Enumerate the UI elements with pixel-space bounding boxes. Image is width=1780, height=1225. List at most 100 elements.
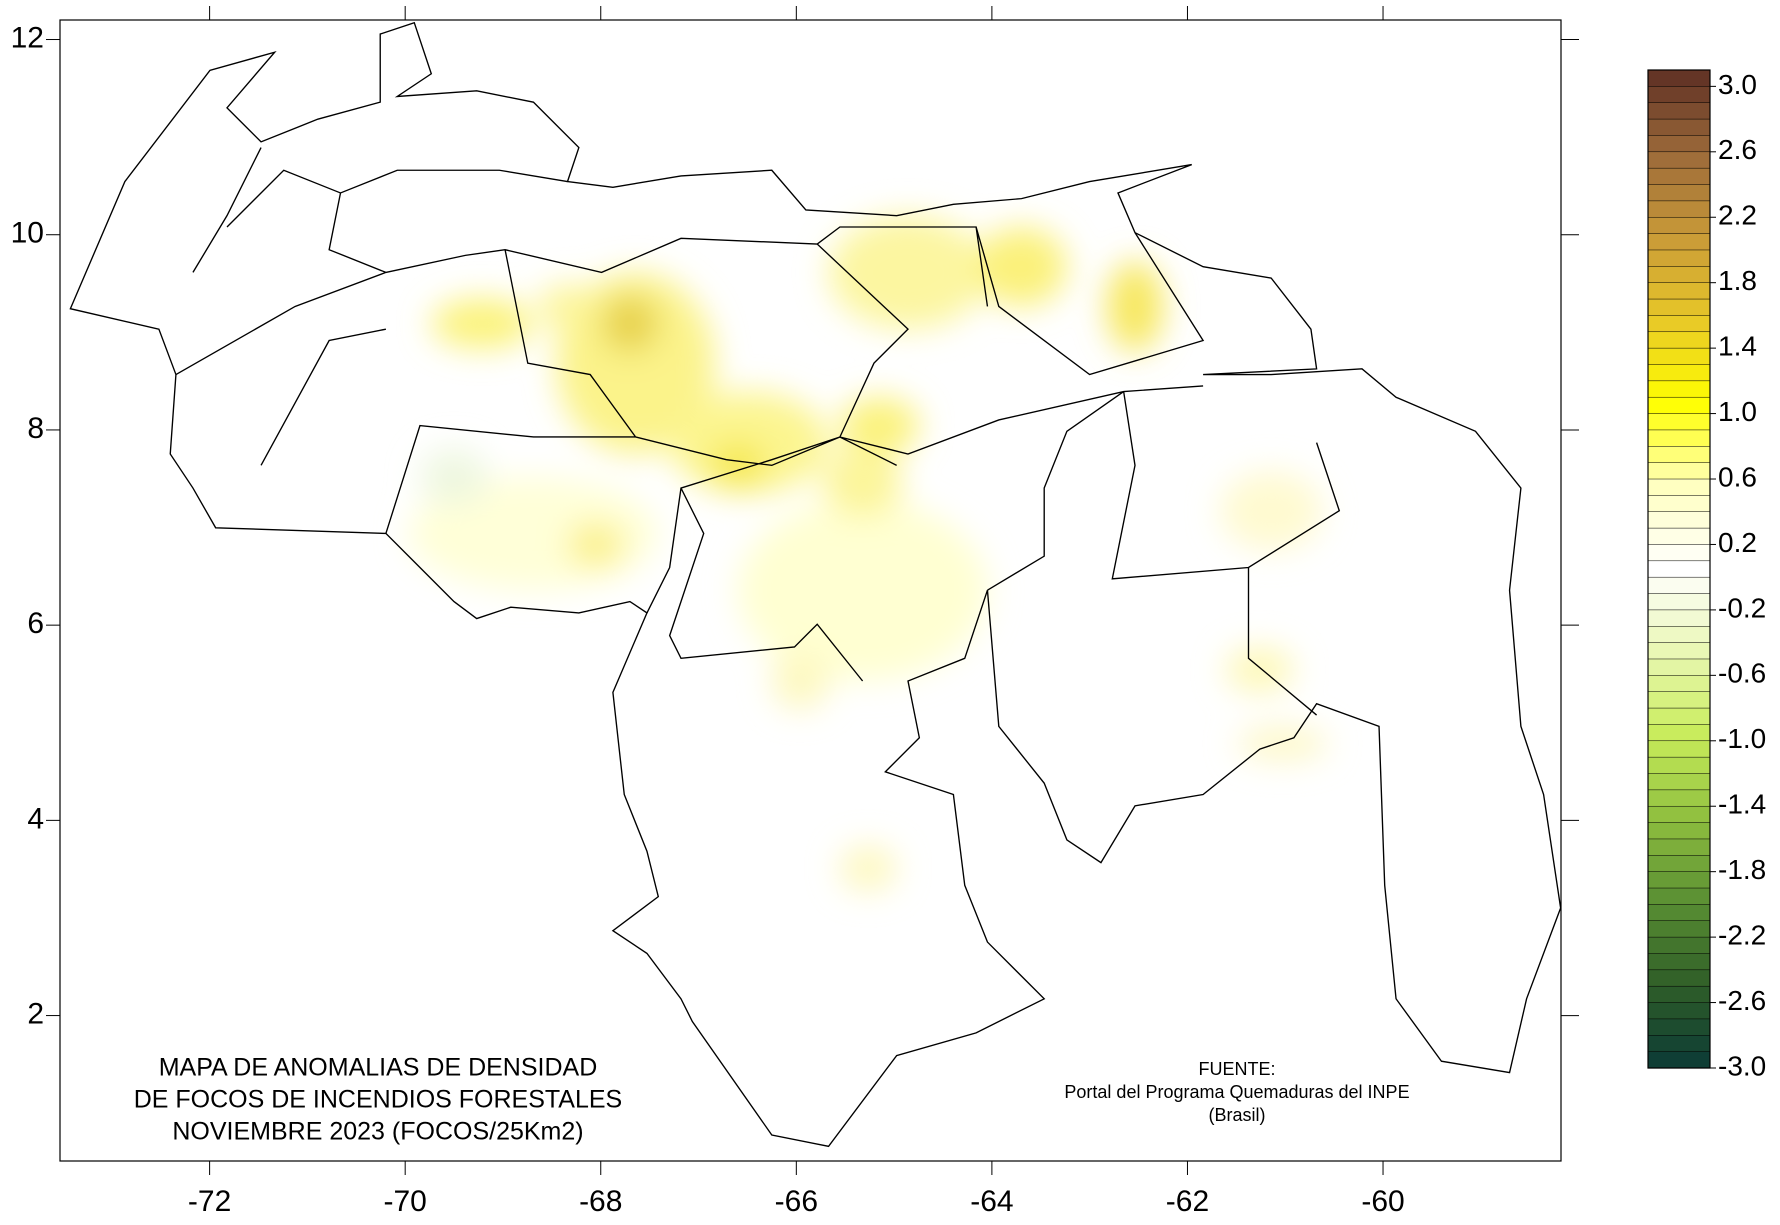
colorbar-band [1647, 740, 1711, 758]
y-tick-label: 4 [27, 802, 44, 835]
colorbar-band [1647, 396, 1711, 415]
colorbar-band [1647, 1035, 1711, 1053]
colorbar-band [1647, 266, 1711, 284]
colorbar-band [1647, 462, 1711, 480]
colorbar-band [1647, 822, 1711, 840]
y-tick-label: 10 [11, 217, 44, 250]
colorbar-band [1647, 544, 1711, 562]
source-line: (Brasil) [1209, 1105, 1266, 1125]
colorbar-band [1647, 805, 1711, 824]
colorbar-band [1647, 936, 1711, 955]
colorbar-label: 3.0 [1718, 69, 1757, 100]
colorbar-band [1647, 576, 1711, 595]
colorbar-band [1647, 364, 1711, 382]
colorbar-band [1647, 527, 1711, 546]
colorbar-label: -0.6 [1718, 658, 1766, 689]
title-line: DE FOCOS DE INCENDIOS FORESTALES [134, 1086, 623, 1114]
title-line: NOVIEMBRE 2023 (FOCOS/25Km2) [172, 1118, 583, 1146]
colorbar-band [1647, 118, 1711, 136]
source-line: FUENTE: [1198, 1059, 1275, 1079]
colorbar-band [1647, 413, 1711, 431]
colorbar-band [1647, 233, 1711, 251]
colorbar-label: 0.6 [1718, 461, 1757, 492]
colorbar-band [1647, 658, 1711, 676]
colorbar-band [1647, 642, 1711, 660]
x-tick-label: -66 [775, 1185, 818, 1218]
colorbar-label: 0.2 [1718, 527, 1757, 558]
colorbar-band [1647, 315, 1711, 333]
colorbar-band [1647, 609, 1711, 627]
colorbar-label: 2.2 [1718, 200, 1757, 231]
colorbar-band [1647, 626, 1711, 644]
colorbar-band [1647, 560, 1711, 578]
y-tick-label: 6 [27, 607, 44, 640]
colorbar-band [1647, 135, 1711, 153]
colorbar-band [1647, 200, 1711, 218]
colorbar-band [1647, 511, 1711, 529]
colorbar-band [1647, 773, 1711, 791]
colorbar-label: 1.8 [1718, 265, 1757, 296]
colorbar-band [1647, 1051, 1711, 1069]
colorbar-label: -3.0 [1718, 1050, 1766, 1081]
x-tick-label: -60 [1361, 1185, 1404, 1218]
colorbar-band [1647, 167, 1711, 186]
colorbar-band [1647, 446, 1711, 464]
title-block: MAPA DE ANOMALIAS DE DENSIDAD DE FOCOS D… [134, 1054, 1410, 1146]
colorbar-label: 2.6 [1718, 134, 1757, 165]
colorbar-band [1647, 282, 1711, 300]
colorbar-band [1647, 380, 1711, 398]
colorbar-band [1647, 887, 1711, 905]
colorbar-band [1647, 855, 1711, 873]
colorbar-band [1647, 184, 1711, 202]
colorbar-band [1647, 298, 1711, 316]
colorbar-band [1647, 102, 1711, 120]
y-tick-label: 2 [27, 997, 44, 1030]
colorbar-band [1647, 1002, 1711, 1020]
colorbar-label: -1.0 [1718, 723, 1766, 754]
colorbar-label: -1.8 [1718, 854, 1766, 885]
colorbar-band [1647, 478, 1711, 496]
colorbar-band [1647, 691, 1711, 709]
colorbar-band [1647, 838, 1711, 856]
title-line: MAPA DE ANOMALIAS DE DENSIDAD [159, 1054, 598, 1082]
colorbar-band [1647, 495, 1711, 513]
colorbar-band [1647, 707, 1711, 725]
state-borders [175, 147, 1341, 716]
colorbar-band [1647, 904, 1711, 922]
y-tick-label: 8 [27, 412, 44, 445]
x-tick-label: -68 [579, 1185, 622, 1218]
colorbar-label: -0.2 [1718, 592, 1766, 623]
colorbar-band [1647, 675, 1711, 693]
colorbar-label: -2.6 [1718, 985, 1766, 1016]
colorbar-band [1647, 756, 1711, 775]
x-tick-label: -62 [1166, 1185, 1209, 1218]
colorbar-band [1647, 920, 1711, 938]
x-tick-label: -72 [188, 1185, 231, 1218]
x-tick-label: -64 [970, 1185, 1013, 1218]
colorbar-band [1647, 69, 1711, 87]
colorbar-frame [1647, 69, 1711, 1069]
colorbar-band [1647, 216, 1711, 235]
colorbar-band [1647, 789, 1711, 807]
colorbar-band [1647, 1018, 1711, 1036]
colorbar-band [1647, 871, 1711, 889]
map-layer [69, 21, 1562, 1148]
colorbar-label: 1.4 [1718, 331, 1757, 362]
colorbar-band [1647, 953, 1711, 971]
colorbar-band [1647, 347, 1711, 366]
colorbar-band [1647, 86, 1711, 104]
colorbar-band [1647, 969, 1711, 987]
source-line: Portal del Programa Quemaduras del INPE [1064, 1082, 1409, 1102]
y-tick-label: 12 [11, 21, 44, 54]
colorbar-label: -1.4 [1718, 789, 1766, 820]
colorbar-band [1647, 151, 1711, 169]
colorbar-band [1647, 331, 1711, 349]
colorbar-band [1647, 985, 1711, 1004]
colorbar-band [1647, 724, 1711, 742]
colorbar-band [1647, 249, 1711, 267]
colorbar-label: -2.2 [1718, 920, 1766, 951]
colorbar-band [1647, 593, 1711, 611]
x-tick-label: -70 [384, 1185, 427, 1218]
colorbar-label: 1.0 [1718, 396, 1757, 427]
